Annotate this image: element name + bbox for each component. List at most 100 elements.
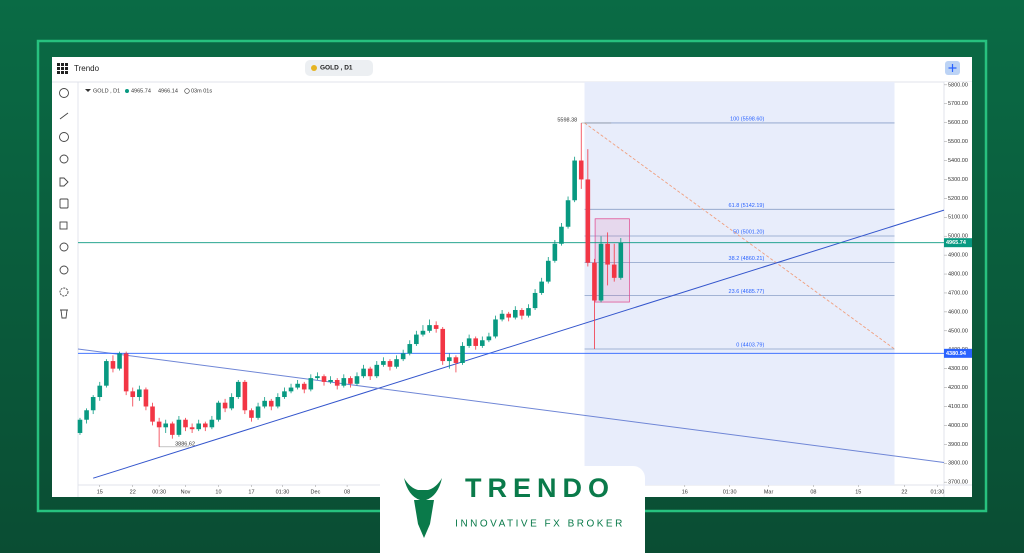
brand-card: TRENDO INNOVATIVE FX BROKER bbox=[380, 466, 645, 553]
x-tick-label: 22 bbox=[901, 489, 907, 495]
candle-body bbox=[532, 292, 538, 309]
candle-body bbox=[123, 353, 129, 392]
candle-body bbox=[499, 313, 505, 320]
candle-body bbox=[249, 410, 254, 418]
candle-body bbox=[255, 406, 261, 418]
candle-body bbox=[440, 328, 446, 362]
candle-body bbox=[262, 400, 267, 407]
candle-body bbox=[170, 423, 175, 435]
candle-body bbox=[104, 361, 109, 386]
tool-zoom[interactable] bbox=[59, 287, 69, 297]
header-timer: 03m 01s bbox=[191, 88, 212, 94]
candle-body bbox=[216, 402, 221, 420]
candle-body bbox=[486, 336, 492, 341]
candle-body bbox=[361, 368, 366, 377]
top-bar: Trendo GOLD , D1 bbox=[52, 60, 972, 83]
brand-tagline: INNOVATIVE FX BROKER bbox=[455, 519, 625, 530]
y-tick-label: 5000.00 bbox=[948, 234, 968, 240]
candle-body bbox=[110, 361, 116, 369]
tool-trendline[interactable] bbox=[59, 112, 69, 120]
brand-logo bbox=[404, 478, 442, 538]
candle-body bbox=[163, 423, 169, 428]
menu-icon[interactable] bbox=[57, 63, 68, 74]
candle-body bbox=[585, 179, 591, 263]
candle-body bbox=[130, 391, 136, 398]
y-tick-label: 5500.00 bbox=[948, 139, 968, 145]
candle-body bbox=[328, 379, 333, 382]
x-tick-label: 08 bbox=[344, 489, 350, 495]
x-tick-label: 15 bbox=[855, 489, 861, 495]
tool-brush[interactable] bbox=[59, 198, 69, 209]
fib-label: 23.6 (4685.77) bbox=[729, 289, 765, 295]
candle-body bbox=[354, 376, 360, 384]
candle-body bbox=[559, 226, 564, 244]
add-icon bbox=[948, 64, 957, 72]
candle-body bbox=[427, 325, 432, 331]
y-tick-label: 5200.00 bbox=[948, 196, 968, 202]
x-tick-label: Nov bbox=[181, 489, 191, 495]
candle-body bbox=[202, 423, 208, 428]
tool-crosshair[interactable] bbox=[59, 88, 69, 98]
tool-text[interactable] bbox=[59, 221, 68, 230]
plot: 100 (5598.60) 61.8 (5142.19) 50 (5001.20) 3… bbox=[77, 82, 947, 487]
y-tick-label: 5700.00 bbox=[948, 101, 968, 107]
y-tick-label: 5300.00 bbox=[948, 177, 968, 183]
x-tick-label: 08 bbox=[810, 489, 816, 495]
price-label-bg bbox=[944, 238, 972, 248]
candle-body bbox=[414, 334, 419, 345]
candle-body bbox=[77, 419, 83, 433]
y-tick-label: 3800.00 bbox=[948, 461, 968, 467]
y-tick-label: 4600.00 bbox=[948, 309, 968, 315]
candle-body bbox=[447, 357, 452, 362]
fib-shade bbox=[584, 82, 895, 485]
y-tick-label: 5100.00 bbox=[948, 215, 968, 221]
candle-body bbox=[605, 243, 610, 265]
header-symbol: GOLD , D1 bbox=[93, 88, 120, 94]
candle-body bbox=[387, 361, 393, 367]
candle-body bbox=[90, 397, 96, 411]
candle-body bbox=[315, 376, 320, 379]
tool-icons[interactable] bbox=[59, 242, 69, 252]
candle-body bbox=[473, 338, 479, 346]
candle-body bbox=[229, 397, 234, 409]
x-tick-label: 10 bbox=[215, 489, 221, 495]
tool-fib[interactable] bbox=[59, 132, 69, 142]
collapse-icon[interactable] bbox=[85, 89, 91, 92]
candle-body bbox=[222, 402, 228, 409]
x-tick-label: 01:30 bbox=[931, 489, 945, 495]
tool-pattern[interactable] bbox=[59, 154, 69, 164]
fib-trend bbox=[584, 122, 895, 350]
symbol-tab-label: GOLD , D1 bbox=[320, 65, 353, 72]
y-tick-label: 4200.00 bbox=[948, 385, 968, 391]
x-tick-label: 01:30 bbox=[276, 489, 290, 495]
symbol-tab[interactable] bbox=[305, 60, 373, 76]
tool-measure[interactable] bbox=[59, 265, 69, 275]
candle-body bbox=[539, 281, 544, 293]
fib-label: 50 (5001.20) bbox=[733, 229, 764, 235]
candle-body bbox=[374, 364, 380, 377]
tool-forecast[interactable] bbox=[59, 177, 69, 187]
y-tick-label: 4700.00 bbox=[948, 290, 968, 296]
tool-delete[interactable] bbox=[60, 309, 68, 319]
candle-body bbox=[209, 419, 215, 428]
x-tick-label: Dec bbox=[311, 489, 321, 495]
candle-body bbox=[341, 378, 347, 386]
x-tick-label: Mar bbox=[764, 489, 774, 495]
candle-body bbox=[552, 243, 558, 261]
y-tick-label: 4100.00 bbox=[948, 404, 968, 410]
candle-body bbox=[156, 421, 162, 428]
price-label: 4965.74 bbox=[946, 240, 967, 246]
trend-line bbox=[93, 209, 945, 479]
price-label-bg bbox=[944, 348, 972, 358]
candle-body bbox=[545, 260, 551, 282]
price-axis bbox=[944, 82, 972, 497]
brand-card-bg bbox=[380, 466, 645, 553]
candle-body bbox=[519, 309, 525, 316]
chart-header: GOLD , D1 4965.74 4966.14 03m 01s bbox=[85, 88, 212, 94]
y-tick-label: 5800.00 bbox=[948, 82, 968, 88]
timer-icon bbox=[184, 88, 190, 94]
y-tick-label: 4000.00 bbox=[948, 423, 968, 429]
y-tick-label: 4800.00 bbox=[948, 271, 968, 277]
candle-body bbox=[565, 200, 571, 227]
candle-body bbox=[400, 353, 406, 360]
